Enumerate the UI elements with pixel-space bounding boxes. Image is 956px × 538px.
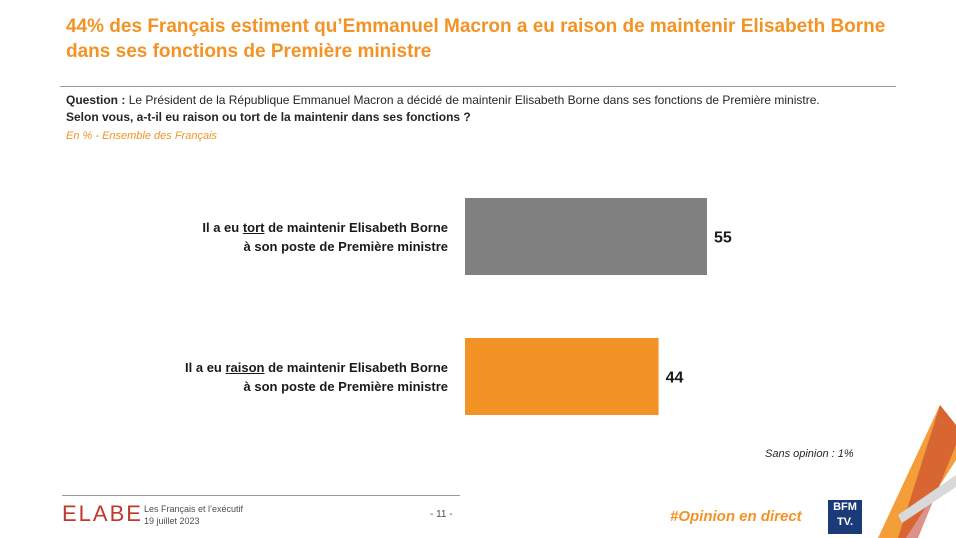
footer-divider [62,495,460,496]
sample-basis: En % - Ensemble des Français [66,130,218,142]
survey-date: 19 juillet 2023 [144,516,200,526]
category-label-tort: Il a eu tort de maintenir Elisabeth Born… [128,218,448,256]
hashtag: #Opinion en direct [670,508,802,525]
bfm-text: BFM [833,501,857,513]
page-number: - 11 - [430,509,453,520]
data-label-tort: 55 [714,230,732,247]
page-title: 44% des Français estiment qu’Emmanuel Ma… [66,16,886,62]
label-raison-line2: à son poste de Première ministre [243,379,448,394]
label-raison-post: de maintenir Elisabeth Borne [264,360,448,375]
question-subtext: Selon vous, a-t-il eu raison ou tort de … [66,110,471,124]
title-divider [60,86,896,87]
category-label-raison: Il a eu raison de maintenir Elisabeth Bo… [128,358,448,396]
survey-title: Les Français et l’exécutif [144,504,244,514]
elabe-logo: ELABE [62,501,143,526]
label-raison-key: raison [225,360,265,375]
bar-tort [465,198,707,275]
question-label: Question : [66,93,126,107]
data-label-raison: 44 [666,370,684,387]
no-opinion-note: Sans opinion : 1% [765,448,854,460]
question-block: Question : Le Président de la République… [66,92,896,126]
label-raison-pre: Il a eu [185,360,226,375]
footer-info: Les Français et l’exécutif 19 juillet 20… [144,503,243,527]
decorative-a-shape [878,405,956,538]
label-tort-pre: Il a eu [202,220,243,235]
tv-text: TV. [836,516,854,528]
bar-raison [465,338,659,415]
question-text: Le Président de la République Emmanuel M… [128,93,820,107]
label-tort-line2: à son poste de Première ministre [243,239,448,254]
label-tort-key: tort [242,220,265,235]
bfmtv-logo: BFM TV. [828,500,862,534]
label-tort-post: de maintenir Elisabeth Borne [264,220,448,235]
